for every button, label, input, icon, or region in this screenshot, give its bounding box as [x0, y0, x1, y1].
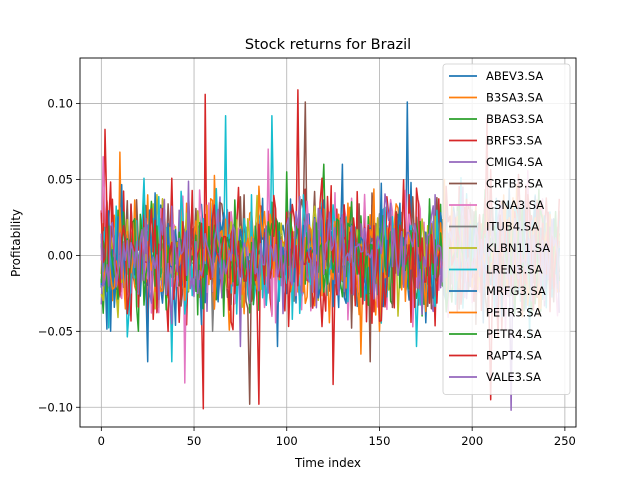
legend-label: ABEV3.SA: [486, 69, 543, 83]
x-tick-label: 150: [368, 434, 390, 448]
x-tick-label: 200: [461, 434, 483, 448]
y-tick-label: 0.05: [47, 172, 73, 186]
y-tick-label: 0.10: [47, 97, 73, 111]
legend-label: ITUB4.SA: [486, 220, 539, 234]
legend-label: PETR4.SA: [486, 327, 542, 341]
x-tick-label: 50: [187, 434, 202, 448]
legend-label: CSNA3.SA: [486, 198, 544, 212]
x-tick-label: 0: [98, 434, 105, 448]
plot-area-frame: [79, 57, 577, 428]
y-axis-label: Profitability: [9, 209, 23, 277]
legend-label: B3SA3.SA: [486, 91, 543, 105]
y-tick-label: −0.05: [38, 324, 73, 338]
legend-label: VALE3.SA: [486, 370, 541, 384]
legend-label: BBAS3.SA: [486, 112, 543, 126]
legend-label: PETR3.SA: [486, 306, 542, 320]
legend-label: CMIG4.SA: [486, 155, 543, 169]
y-tick-label: −0.10: [38, 400, 73, 414]
x-axis-ticks: 0 50 100 150 200 250: [98, 427, 576, 448]
legend-label: LREN3.SA: [486, 263, 543, 277]
y-axis-ticks: −0.10 −0.05 0.00 0.05 0.10: [38, 97, 80, 414]
x-tick-label: 100: [276, 434, 298, 448]
x-axis-label: Time index: [294, 456, 361, 470]
legend-label: CRFB3.SA: [486, 177, 543, 191]
legend-label: MRFG3.SA: [486, 284, 546, 298]
legend: ABEV3.SA B3SA3.SA BBAS3.SA BRFS3.SA CMIG4.SA…: [442, 63, 571, 395]
legend-label: KLBN11.SA: [486, 241, 550, 255]
chart-title: Stock returns for Brazil: [245, 37, 411, 53]
legend-label: RAPT4.SA: [486, 349, 542, 363]
x-tick-label: 250: [554, 434, 576, 448]
y-tick-label: 0.00: [47, 248, 73, 262]
legend-label: BRFS3.SA: [486, 134, 542, 148]
